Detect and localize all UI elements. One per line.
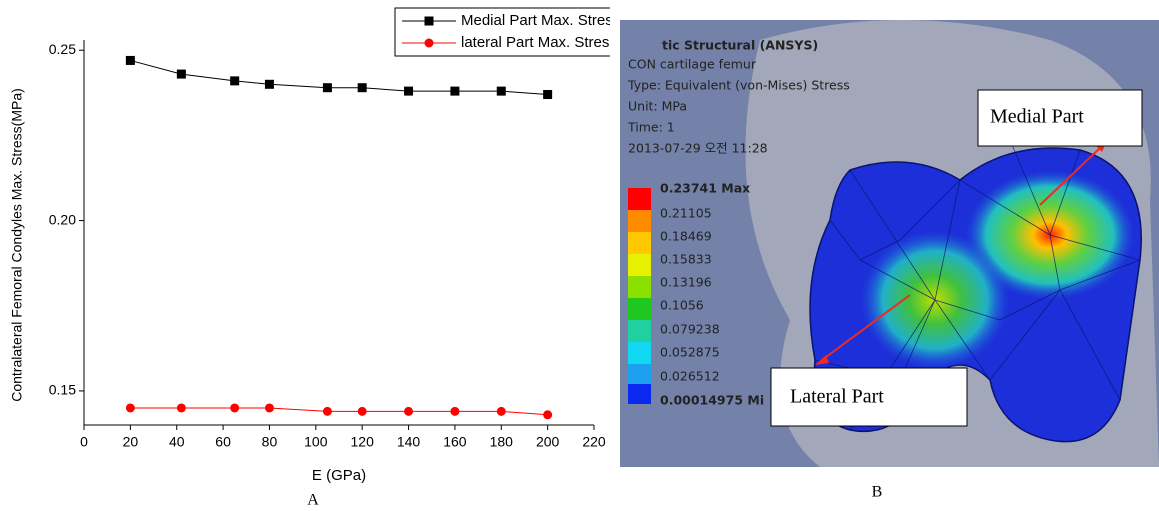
scale-label: 0.18469	[660, 229, 712, 244]
marker	[265, 403, 274, 412]
marker	[265, 80, 274, 89]
view-header: CON cartilage femur	[628, 57, 757, 72]
legend-label: lateral Part Max. Stress	[461, 34, 610, 51]
x-tick-label: 80	[262, 434, 278, 450]
view-header: tic Structural (ANSYS)	[662, 38, 818, 53]
panel-label-box: B	[850, 471, 910, 511]
marker	[497, 87, 506, 96]
scale-color	[628, 276, 651, 298]
view-header: Unit: MPa	[628, 99, 687, 114]
y-tick-label: 0.25	[49, 41, 76, 57]
marker	[177, 70, 186, 79]
x-tick-label: 60	[215, 434, 231, 450]
color-scale	[628, 188, 651, 404]
legend-marker	[425, 17, 434, 26]
marker	[404, 87, 413, 96]
callout: Medial Part	[990, 106, 1084, 128]
scale-label: 0.1056	[660, 298, 704, 313]
scale-color	[628, 188, 651, 210]
scale-color	[628, 320, 651, 342]
marker	[543, 410, 552, 419]
marker	[230, 403, 239, 412]
marker	[358, 83, 367, 92]
x-tick-label: 160	[443, 434, 467, 450]
legend-label: Medial Part Max. Stress	[461, 12, 610, 29]
marker	[126, 56, 135, 65]
view-header: 2013-07-29 오전 11:28	[628, 141, 768, 156]
legend-marker	[425, 39, 434, 48]
series-line	[130, 60, 547, 94]
marker	[126, 403, 135, 412]
view-header: Time: 1	[627, 120, 675, 135]
ansys-view: Medial Part Lateral Part tic Structural …	[620, 20, 1159, 467]
scale-label: 0.052875	[660, 345, 720, 360]
y-tick-label: 0.20	[49, 211, 76, 227]
y-axis-title: Contralateral Femoral Condyles Max. Stre…	[9, 88, 25, 402]
x-tick-label: 40	[169, 434, 185, 450]
marker	[497, 407, 506, 416]
scale-color	[628, 384, 651, 404]
x-tick-label: 220	[582, 434, 606, 450]
scale-color	[628, 342, 651, 364]
marker	[177, 403, 186, 412]
scale-label: 0.23741 Max	[660, 181, 750, 196]
scale-label: 0.026512	[660, 369, 720, 384]
scale-color	[628, 210, 651, 232]
x-tick-label: 100	[304, 434, 328, 450]
x-tick-label: 140	[397, 434, 421, 450]
marker	[323, 407, 332, 416]
chart: Contralateral Femoral Condyles Max. Stre…	[0, 0, 610, 511]
scale-color	[628, 298, 651, 320]
marker	[230, 76, 239, 85]
scale-color	[628, 232, 651, 254]
marker	[323, 83, 332, 92]
x-tick-label: 20	[123, 434, 139, 450]
marker	[450, 407, 459, 416]
callout: Lateral Part	[790, 386, 884, 408]
series-line	[130, 408, 547, 415]
scale-label: 0.13196	[660, 275, 712, 290]
scale-label: 0.21105	[660, 206, 712, 221]
x-tick-label: 0	[80, 434, 88, 450]
marker	[543, 90, 552, 99]
scale-color	[628, 364, 651, 384]
scale-label: 0.15833	[660, 252, 712, 267]
panel-label: B	[872, 484, 883, 501]
figure: Contralateral Femoral Condyles Max. Stre…	[0, 0, 1159, 511]
panel-label: A	[307, 492, 319, 509]
scale-label: 0.079238	[660, 322, 720, 337]
scale-color	[628, 254, 651, 276]
marker	[450, 87, 459, 96]
x-tick-label: 120	[351, 434, 375, 450]
marker	[404, 407, 413, 416]
scale-label: 0.00014975 Mi	[660, 393, 764, 408]
y-tick-label: 0.15	[49, 382, 76, 398]
legend: Medial Part Max. Stress lateral Part Max.…	[395, 8, 610, 56]
x-axis-title: E (GPa)	[312, 467, 366, 484]
view-header: Type: Equivalent (von-Mises) Stress	[627, 78, 850, 93]
x-tick-label: 200	[536, 434, 560, 450]
x-tick-label: 180	[490, 434, 514, 450]
marker	[358, 407, 367, 416]
